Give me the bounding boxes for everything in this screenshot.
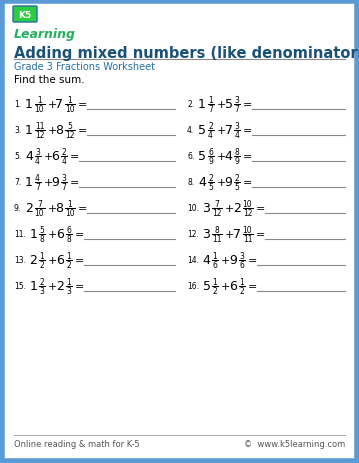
Text: 10: 10: [35, 208, 44, 218]
Text: 9: 9: [224, 176, 232, 189]
Text: +: +: [216, 178, 226, 188]
Text: 8: 8: [215, 225, 219, 234]
Text: 3: 3: [202, 202, 210, 215]
Text: 2: 2: [208, 174, 213, 182]
Text: =: =: [78, 204, 87, 213]
Text: +: +: [47, 126, 57, 136]
Text: 4: 4: [202, 254, 210, 267]
Text: +: +: [43, 152, 53, 162]
Text: +: +: [47, 204, 57, 213]
Text: 16.: 16.: [187, 282, 199, 290]
Text: 5: 5: [234, 182, 239, 192]
Text: 7: 7: [233, 228, 241, 241]
FancyBboxPatch shape: [13, 7, 37, 23]
Text: 7: 7: [208, 105, 213, 114]
Text: 6: 6: [229, 280, 237, 293]
Text: +: +: [48, 256, 57, 265]
Text: 1: 1: [66, 277, 71, 287]
Text: 2: 2: [235, 174, 239, 182]
Text: 1: 1: [29, 228, 37, 241]
Text: =: =: [243, 152, 252, 162]
Text: 2: 2: [213, 287, 218, 295]
Text: 8: 8: [39, 234, 45, 244]
Text: 2: 2: [66, 260, 71, 269]
Text: 12: 12: [243, 208, 252, 218]
Text: 3: 3: [234, 122, 239, 131]
Text: =: =: [75, 282, 84, 291]
Text: 4: 4: [208, 131, 213, 140]
Text: 4: 4: [35, 174, 40, 182]
Text: =: =: [247, 256, 257, 265]
Text: 6: 6: [213, 260, 218, 269]
Text: 4: 4: [61, 156, 66, 166]
Text: 8: 8: [56, 124, 64, 137]
Text: =: =: [243, 126, 252, 136]
Text: 6: 6: [56, 228, 64, 241]
Text: ©  www.k5learning.com: © www.k5learning.com: [244, 439, 345, 448]
Text: 2: 2: [39, 260, 45, 269]
Text: Learning: Learning: [14, 28, 76, 41]
Text: 6: 6: [208, 148, 213, 156]
Text: 2: 2: [56, 280, 64, 293]
Text: 2: 2: [29, 254, 37, 267]
Text: 9.: 9.: [14, 204, 21, 213]
Text: 7.: 7.: [14, 178, 21, 187]
Text: 1: 1: [29, 280, 37, 293]
Text: 10: 10: [243, 200, 252, 208]
Text: 3.: 3.: [14, 126, 21, 135]
Text: +: +: [48, 282, 57, 291]
Text: 3: 3: [35, 148, 40, 156]
Text: 5: 5: [198, 124, 206, 137]
Text: 12: 12: [212, 208, 222, 218]
Text: 2: 2: [39, 277, 45, 287]
Text: =: =: [243, 100, 252, 110]
Text: 7: 7: [215, 200, 219, 208]
Text: 2: 2: [239, 287, 244, 295]
Text: 4: 4: [35, 156, 40, 166]
Text: 4: 4: [224, 150, 232, 163]
Text: =: =: [243, 178, 252, 188]
Text: 7: 7: [56, 98, 64, 111]
Text: 14.: 14.: [187, 256, 199, 264]
Text: 10: 10: [65, 208, 75, 218]
Text: 3: 3: [66, 287, 71, 295]
Text: 11: 11: [35, 122, 44, 131]
Text: 5: 5: [39, 225, 45, 234]
Text: 1: 1: [239, 277, 244, 287]
Text: 6: 6: [66, 225, 71, 234]
Text: 12: 12: [65, 131, 75, 140]
Text: =: =: [256, 230, 265, 239]
Text: 3: 3: [61, 174, 66, 182]
Text: 5: 5: [202, 280, 210, 293]
Text: 4.: 4.: [187, 126, 194, 135]
Text: 1: 1: [208, 96, 213, 105]
Text: +: +: [225, 204, 234, 213]
Text: 3: 3: [239, 251, 244, 260]
Text: 6: 6: [239, 260, 244, 269]
Text: =: =: [256, 204, 265, 213]
Text: 9: 9: [229, 254, 237, 267]
Text: 8: 8: [56, 202, 64, 215]
Text: 7: 7: [37, 200, 42, 208]
Text: 2.: 2.: [187, 100, 194, 109]
Text: 1: 1: [213, 251, 218, 260]
Text: 7: 7: [35, 182, 40, 192]
Text: 1: 1: [67, 200, 73, 208]
Text: 10: 10: [35, 105, 44, 114]
Text: 4: 4: [198, 176, 206, 189]
Text: 15.: 15.: [14, 282, 26, 290]
Text: 5: 5: [224, 98, 233, 111]
Text: =: =: [247, 282, 257, 291]
Text: 10.: 10.: [187, 204, 199, 213]
Text: 7: 7: [224, 124, 233, 137]
Text: 9: 9: [51, 176, 59, 189]
Text: 9: 9: [208, 156, 213, 166]
Text: 4: 4: [25, 150, 33, 163]
Text: 1: 1: [25, 176, 33, 189]
Text: K5: K5: [18, 11, 32, 19]
Text: +: +: [216, 100, 226, 110]
Text: 5: 5: [198, 150, 206, 163]
Text: Online reading & math for K-5: Online reading & math for K-5: [14, 439, 140, 448]
Text: 2: 2: [208, 122, 213, 131]
